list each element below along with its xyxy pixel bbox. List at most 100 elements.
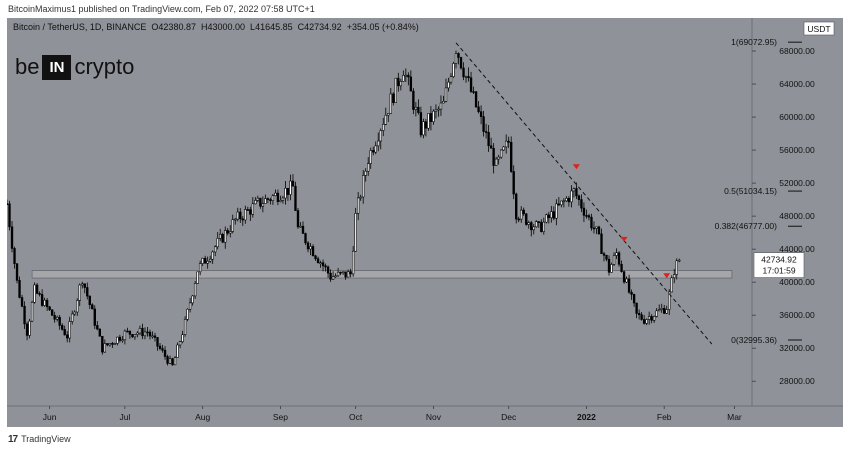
candle-body <box>106 343 109 346</box>
candle-body <box>203 257 207 264</box>
candle-body <box>183 319 187 335</box>
candle-body <box>477 106 480 112</box>
candle-body <box>81 283 84 286</box>
candle-body <box>50 309 54 316</box>
candle-body <box>191 295 194 304</box>
candle-body <box>545 214 548 223</box>
candle-body <box>231 219 234 232</box>
legend-title: Bitcoin / TetherUS, 1D, BINANCE <box>13 22 147 32</box>
legend-c-label: C <box>297 22 305 32</box>
candle-body <box>532 226 535 231</box>
candle-body <box>123 330 127 341</box>
fib-label: 0.5(51034.15) <box>724 186 777 196</box>
candle-body <box>637 313 641 316</box>
candle-body <box>173 357 177 366</box>
candle-body <box>176 344 179 358</box>
candle-body <box>209 258 212 262</box>
candle-body <box>339 271 342 274</box>
candle-body <box>178 341 182 346</box>
candle-body <box>394 77 397 103</box>
published-text: BitcoinMaximus1 published on TradingView… <box>8 4 315 14</box>
candle-body <box>427 113 430 129</box>
candle-body <box>557 203 561 206</box>
candle-body <box>675 260 678 275</box>
candle-body <box>269 199 272 201</box>
candle-body <box>673 274 676 279</box>
candle-body <box>504 140 508 148</box>
candle-body <box>412 90 415 110</box>
candle-body <box>276 192 280 202</box>
candle-body <box>83 283 86 288</box>
fib-label: 0.382(46777.00) <box>715 221 778 231</box>
candle-body <box>472 91 475 93</box>
candle-body <box>259 197 262 207</box>
candle-body <box>148 331 152 337</box>
candle-body <box>158 345 162 349</box>
candle-body <box>585 215 588 217</box>
footer-brand: TradingView <box>21 434 71 444</box>
candle-body <box>437 108 440 111</box>
candle-body <box>522 209 525 215</box>
candle-body <box>291 180 295 187</box>
candle-body <box>221 233 224 243</box>
candle-body <box>520 209 523 220</box>
candle-body <box>279 200 282 202</box>
candle-body <box>146 331 149 334</box>
candle-body <box>8 203 11 228</box>
resistance-marker <box>663 273 671 279</box>
candle-body <box>527 222 530 225</box>
candle-body <box>143 331 147 337</box>
candle-body <box>622 271 626 283</box>
candle-body <box>91 304 94 310</box>
candle-body <box>108 343 112 346</box>
chart-area[interactable]: Bitcoin / TetherUS, 1D, BINANCE O42380.8… <box>7 18 843 427</box>
candle-body <box>570 190 573 203</box>
y-tick-label: 56000.00 <box>779 145 815 155</box>
candle-body <box>555 203 558 219</box>
candle-body <box>224 230 227 243</box>
candle-body <box>369 150 372 164</box>
y-tick-label: 40000.00 <box>779 277 815 287</box>
candle-body <box>494 158 498 166</box>
candle-body <box>367 163 370 172</box>
candle-body <box>271 195 275 201</box>
y-tick-label: 68000.00 <box>779 46 815 56</box>
candle-body <box>78 284 81 301</box>
candle-body <box>429 113 433 122</box>
candle-body <box>459 57 463 69</box>
candle-body <box>462 67 465 78</box>
candle-body <box>13 248 16 264</box>
x-tick-label: Feb <box>657 412 672 422</box>
candle-body <box>399 81 402 87</box>
candle-body <box>550 211 553 219</box>
candle-body <box>226 230 229 234</box>
price-chart[interactable]: 1(69072.95) 0.5(51034.15) 0.382(46777.00) 0… <box>7 18 843 427</box>
candle-body <box>249 209 252 215</box>
candle-body <box>422 121 425 136</box>
candle-body <box>113 343 117 345</box>
x-tick-label: Jul <box>119 412 130 422</box>
candle-body <box>25 323 29 336</box>
candle-body <box>30 302 34 322</box>
candle-body <box>171 358 174 366</box>
candle-body <box>510 142 513 172</box>
candle-body <box>387 113 390 116</box>
candle-body <box>587 215 591 218</box>
candles <box>7 50 681 366</box>
candle-body <box>652 316 656 321</box>
candle-body <box>156 337 159 347</box>
candle-body <box>40 294 44 306</box>
candle-body <box>668 291 671 310</box>
candle-body <box>236 211 239 220</box>
candle-body <box>499 149 503 158</box>
candle-body <box>617 252 621 265</box>
y-tick-label: 48000.00 <box>779 211 815 221</box>
candle-body <box>635 302 638 314</box>
candle-body <box>632 294 636 304</box>
logo-right-text: crypto <box>74 54 135 79</box>
candle-body <box>600 233 603 254</box>
candle-body <box>188 302 192 310</box>
candle-body <box>457 53 460 58</box>
candle-body <box>592 227 596 230</box>
logo-box-text: IN <box>42 54 72 80</box>
